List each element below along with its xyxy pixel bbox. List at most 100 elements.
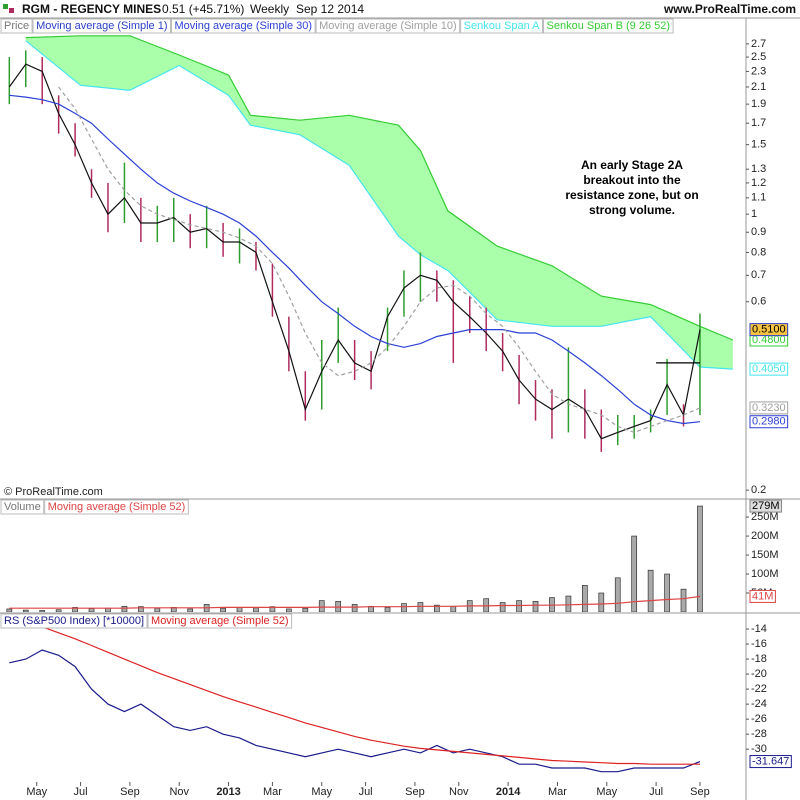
volume-bar: [269, 606, 276, 612]
legend-label: Volume: [4, 501, 41, 513]
x-tick-label: May: [26, 786, 47, 798]
legend-box: [460, 18, 544, 34]
y-tick-label: -22: [751, 683, 767, 695]
rs-panel: [9, 615, 701, 773]
y-tick-label: -28: [751, 728, 767, 740]
y-tick-label: -18: [751, 653, 767, 665]
y-tick-label: 0.9: [751, 226, 766, 238]
annotation: strong volume.: [589, 203, 675, 217]
volume-bar: [121, 605, 128, 612]
date: Sep 12 2014: [296, 2, 364, 16]
x-tick-label: Sep: [405, 786, 425, 798]
volume-bar: [39, 610, 46, 612]
last-value-label: 41M: [752, 590, 773, 602]
legend-box: [44, 499, 189, 515]
last-value-label: 0.4800: [752, 334, 786, 346]
y-tick-label: 1.9: [751, 98, 766, 110]
x-tick-label: Sep: [120, 786, 140, 798]
volume-bar: [450, 605, 457, 612]
volume-bar: [417, 602, 424, 612]
volume-bar: [598, 592, 605, 612]
last-value-label: 0.4050: [752, 363, 786, 375]
legend-box: [315, 18, 461, 34]
last-value-label: -31.647: [752, 755, 789, 767]
x-tick-label: Sep: [690, 786, 710, 798]
volume-bar: [697, 505, 703, 612]
volume-panel: [6, 505, 703, 612]
logo: [3, 4, 8, 9]
y-tick-label: 0.6: [751, 296, 766, 308]
volume-bar: [138, 606, 144, 612]
last-value-label: 0.5100: [752, 324, 786, 336]
legend-label: Senkou Span B (9 26 52): [547, 20, 671, 32]
y-tick-label: 250M: [751, 511, 779, 523]
volume-bar: [614, 577, 621, 612]
x-tick-label: Jul: [74, 786, 88, 798]
legend-label: Moving average (Simple 30): [175, 20, 313, 32]
volume-bar: [220, 607, 226, 612]
volume-bar: [582, 585, 588, 612]
quote: 0.51 (+45.71%): [162, 2, 244, 16]
y-tick-label: 1.5: [751, 139, 766, 151]
x-tick-label: May: [596, 786, 617, 798]
legend-label: Moving average (Simple 1): [36, 20, 167, 32]
legend-box: [171, 18, 316, 34]
y-tick-label: 100M: [751, 568, 779, 580]
symbol: RGM - REGENCY MINES: [22, 2, 161, 16]
annotation: breakout into the: [583, 173, 681, 187]
y-tick-label: 1.3: [751, 163, 766, 175]
volume-bar: [401, 603, 407, 612]
y-tick-label: 0.8: [751, 246, 766, 258]
last-value-box: [749, 401, 789, 415]
cloud-line: [25, 35, 734, 341]
volume-bar: [6, 608, 13, 612]
volume-bar: [88, 608, 95, 612]
y-tick-label: 0.7: [751, 269, 766, 281]
volume-bar: [187, 608, 194, 612]
series-line: [58, 86, 701, 434]
last-value-label: 0.2980: [752, 416, 786, 428]
volume-bar: [532, 601, 539, 612]
volume-bar: [318, 600, 325, 612]
legend-label: Moving average (Simple 52): [151, 615, 289, 627]
legend-box: [147, 613, 293, 629]
last-value-label: 279M: [752, 500, 780, 512]
volume-bar: [631, 535, 638, 612]
annotation: resistance zone, but on: [565, 188, 698, 202]
y-tick-label: -16: [751, 638, 767, 650]
y-tick-label: 1.2: [751, 177, 766, 189]
y-tick-label: 1.1: [751, 192, 766, 204]
legend-box: [0, 499, 45, 515]
y-tick-label: -24: [751, 698, 767, 710]
x-tick-label: Jul: [359, 786, 373, 798]
overlay: 2.72.5 2.3 2.1 1.9 1.7 1.5 1.3 1.2 1.1 1 0.9 0.8 0.7…: [0, 18, 792, 798]
legend-label: RS (S&P500 Index) [*10000]: [4, 615, 144, 627]
volume-bar: [680, 588, 687, 612]
legend-box: [0, 613, 148, 629]
y-tick-label: -30: [751, 743, 767, 755]
cloud-fill: [25, 35, 733, 370]
y-tick-label: 0.2: [751, 484, 766, 496]
x-tick-label: 2013: [216, 786, 240, 798]
volume-bar: [499, 602, 506, 612]
volume-bar: [434, 604, 440, 612]
series-line: [8, 63, 701, 440]
logo: [9, 8, 14, 13]
price-panel: [8, 35, 734, 452]
x-tick-label: Mar: [548, 786, 567, 798]
x-tick-label: 2014: [496, 786, 521, 798]
legend-label: Moving average (Simple 52): [48, 501, 186, 513]
volume-bar: [154, 607, 161, 612]
legend-label: Moving average (Simple 10): [319, 20, 457, 32]
annotation: An early Stage 2A: [581, 158, 683, 172]
site: www.ProRealTime.com: [663, 2, 796, 16]
volume-bar: [22, 609, 29, 612]
y-tick-label: -26: [751, 713, 767, 725]
last-value-label: 0.3230: [752, 402, 786, 414]
volume-bar: [351, 604, 358, 612]
last-value-box: [749, 415, 789, 429]
legend-label: Senkou Span A: [464, 20, 541, 32]
volume-bar: [384, 607, 391, 612]
